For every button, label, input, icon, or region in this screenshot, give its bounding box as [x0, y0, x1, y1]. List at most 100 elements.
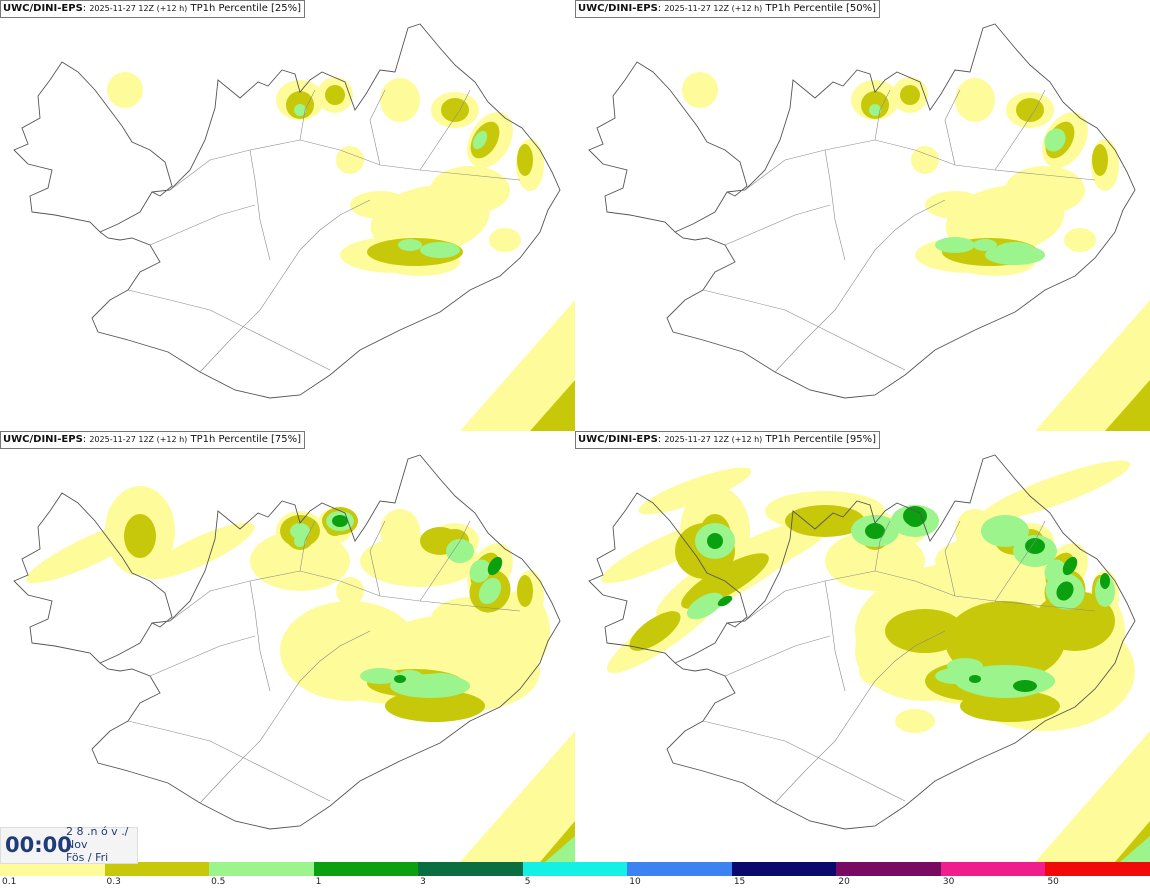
precip-area: [981, 515, 1029, 547]
coastline: [13, 23, 561, 399]
valid-weekday: Fös / Fri: [66, 851, 109, 864]
precip-area: [717, 595, 733, 607]
valid-time-clock: 00:00: [5, 833, 72, 857]
panel-run: 2025-11-27 12Z (+12 h): [664, 4, 763, 13]
precip-area: [973, 239, 997, 251]
precip-area: [517, 575, 533, 607]
colorbar-swatch: [104, 862, 210, 876]
precip-field: [26, 486, 575, 862]
boundary-line: [127, 720, 331, 802]
panel-title-p95: UWC/DINI-EPS: 2025-11-27 12Z (+12 h) TP1…: [575, 431, 881, 449]
precip-area: [955, 78, 995, 122]
precip-area: [911, 146, 939, 174]
precip-area: [686, 592, 724, 620]
colorbar-ticks: 0.1 0.3 0.5 1 3 5 10 15 20 30 50: [0, 876, 1150, 891]
colorbar-tick-label: 5: [524, 877, 531, 887]
boundary-line: [824, 580, 846, 692]
precip-area: [1092, 144, 1108, 176]
boundary-line: [299, 520, 316, 572]
precip-area: [490, 591, 550, 671]
precip-area: [1044, 128, 1066, 152]
precip-area: [124, 514, 156, 558]
panel-run: 2025-11-27 12Z (+12 h): [664, 435, 763, 444]
colorbar-swatch: [0, 862, 105, 876]
panel-source: UWC/DINI-EPS: [3, 3, 83, 14]
precip-area: [785, 505, 865, 537]
precip-area: [707, 533, 723, 549]
precip-area: [859, 657, 891, 685]
colorbar-tick-label: 15: [733, 877, 746, 887]
precip-field: [682, 72, 1150, 431]
boundary-line: [994, 520, 1046, 602]
precip-area: [903, 506, 927, 526]
precip-area: [1095, 575, 1115, 607]
precip-area: [1056, 581, 1074, 601]
precip-area: [1013, 680, 1037, 692]
boundary-line: [299, 89, 316, 141]
precip-area: [360, 668, 400, 684]
colorbar-swatch: [209, 862, 314, 876]
precip-map-p25: [13, 23, 575, 431]
boundary-line: [724, 635, 831, 677]
boundary-line: [419, 89, 471, 171]
boundary-line: [994, 89, 1046, 171]
boundary-line: [369, 89, 386, 166]
colorbar-swatch: [522, 862, 628, 876]
colorbar-swatch: [627, 862, 732, 876]
precip-colorbar: [0, 862, 1150, 876]
offshore-precip-area: [500, 761, 575, 862]
colorbar-tick-label: 30: [942, 877, 955, 887]
precip-area: [629, 611, 681, 651]
boundary-line: [127, 289, 331, 371]
valid-date-line: 2 8 .n ó v ./: [66, 825, 129, 838]
precip-area: [869, 104, 881, 116]
colorbar-swatch: [940, 862, 1046, 876]
offshore-precip-area: [1075, 761, 1150, 862]
precip-area: [1062, 556, 1078, 576]
precip-area: [26, 518, 154, 584]
offshore-precip-area: [1105, 380, 1150, 431]
boundary-line: [744, 139, 1096, 191]
boundary-line: [149, 635, 256, 677]
boundary-line: [874, 89, 891, 141]
colorbar-swatch: [418, 862, 523, 876]
panel-product: TP1h Percentile [75%]: [190, 434, 302, 445]
colorbar-tick-label: 1: [315, 877, 322, 887]
precip-area: [947, 658, 983, 674]
precip-area: [885, 609, 965, 653]
panel-run: 2025-11-27 12Z (+12 h): [89, 4, 188, 13]
precip-area: [1100, 573, 1110, 589]
precip-area: [517, 144, 533, 176]
colorbar-swatch: [731, 862, 837, 876]
panel-title-p50: UWC/DINI-EPS: 2025-11-27 12Z (+12 h) TP1…: [575, 0, 881, 18]
precip-area: [478, 577, 502, 605]
colorbar-tick-label: 20: [838, 877, 850, 887]
precip-area: [286, 646, 314, 666]
boundary-line: [702, 720, 906, 802]
colorbar-tick-label: 50: [1047, 877, 1059, 887]
precip-area: [294, 104, 306, 116]
precip-area: [145, 522, 255, 580]
precip-area: [638, 467, 752, 515]
precip-field: [601, 460, 1150, 862]
panel-product: TP1h Percentile [95%]: [765, 434, 877, 445]
precip-area: [390, 674, 470, 698]
colorbar-tick-label: 10: [629, 877, 641, 887]
precip-area: [290, 523, 310, 539]
precip-area: [1064, 228, 1096, 252]
panel-product: TP1h Percentile [25%]: [190, 3, 302, 14]
map-panel-p95: UWC/DINI-EPS: 2025-11-27 12Z (+12 h) TP1…: [575, 431, 1150, 862]
map-panel-p25: UWC/DINI-EPS: 2025-11-27 12Z (+12 h) TP1…: [0, 0, 575, 431]
boundary-line: [169, 570, 521, 622]
boundary-line: [824, 149, 846, 261]
precip-area: [350, 191, 410, 219]
precip-area: [469, 559, 491, 583]
colorbar-tick-label: 0.5: [211, 877, 226, 887]
precip-field: [107, 72, 575, 431]
precip-area: [487, 556, 503, 576]
panel-title-p25: UWC/DINI-EPS: 2025-11-27 12Z (+12 h) TP1…: [0, 0, 306, 18]
precip-area: [682, 72, 718, 108]
boundary-line: [149, 204, 256, 246]
precip-area: [385, 690, 485, 722]
precip-area: [325, 85, 345, 105]
